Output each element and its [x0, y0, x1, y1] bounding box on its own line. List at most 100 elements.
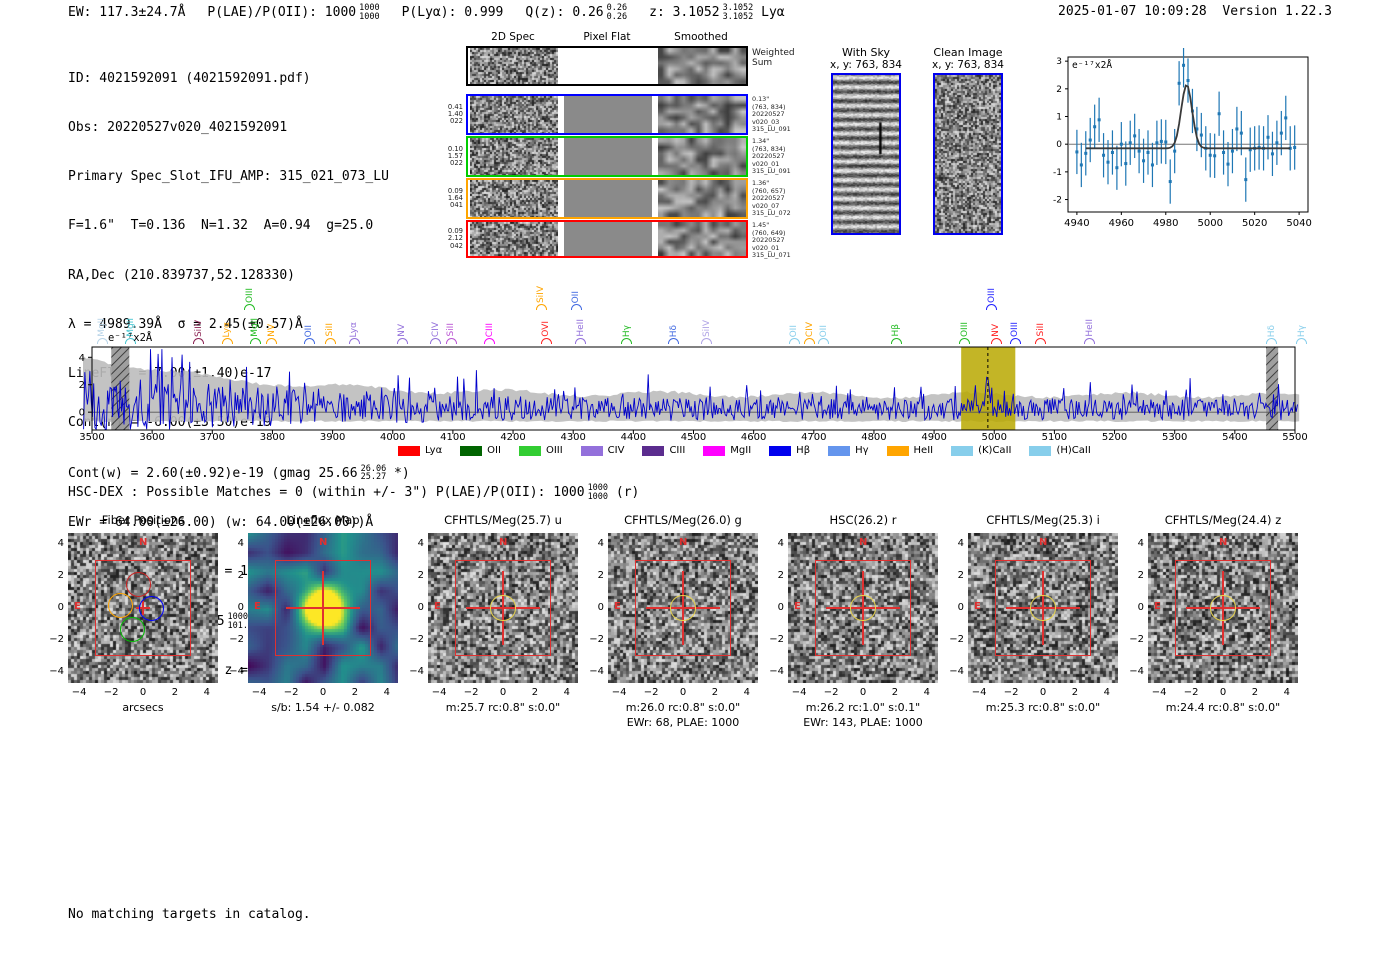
svg-text:1: 1 [1056, 113, 1062, 123]
spectrum-xtick-5200: 5200 [1101, 432, 1128, 443]
emission-label-CIII-4162: CIII [484, 322, 496, 344]
emission-label-text: HeII [575, 319, 586, 337]
panel-ytick: 0 [597, 602, 604, 613]
east-label: E [254, 601, 261, 612]
svg-text:3: 3 [1056, 57, 1062, 67]
spectrum-xtick-4500: 4500 [680, 432, 707, 443]
panel-ytick: 2 [237, 570, 244, 582]
spec2d-row-2-left-label: 0.10 1.57 022 [447, 144, 463, 168]
spectrum-xtick-5300: 5300 [1161, 432, 1188, 443]
panel-xtick: 4 [1103, 687, 1111, 698]
spec2d-row-2-right-label: 1.34" (763, 834) 20220527 v020_01 315_LU_091 [752, 137, 791, 176]
emission-label-OIII-4997: OIII [986, 288, 998, 310]
panel-ytick: −2 [229, 633, 244, 645]
legend-swatch [828, 445, 851, 456]
info-radec: RA,Dec (210.839737,52.128330) [68, 267, 295, 283]
panel-caption-2: EWr: 68, PLAE: 1000 [626, 716, 740, 729]
svg-text:4960: 4960 [1109, 218, 1134, 229]
spec2d-row-4 [466, 220, 748, 258]
emission-label-bracket [890, 338, 902, 344]
emission-label-bracket [788, 338, 800, 344]
panel-xtick: −4 [971, 687, 987, 698]
emission-label-OII-4668: OII [788, 325, 800, 344]
aperture-circle [490, 595, 516, 621]
panel-xtick: −4 [431, 687, 447, 698]
info-ewr: EWr = 64.00(±26.00) (w: 64.00(±26.00))Å [68, 514, 374, 530]
legend-label: (K)CaII [978, 445, 1012, 456]
spectrum-xtick-4900: 4900 [921, 432, 947, 443]
emission-label-OII-4306: OII [570, 291, 582, 310]
emission-label-bracket [221, 338, 233, 344]
panel-ytick: −2 [949, 633, 964, 645]
panel-ytick: 2 [57, 570, 64, 582]
panel-caption-1: m:26.0 rc:0.8" s:0.0" [625, 701, 741, 714]
panel-ytick: −4 [409, 665, 424, 677]
emission-label-SiIV-4248: SiIV [535, 285, 547, 310]
spec2d-row-1-right-label: 0.13" (763, 834) 20220527 v020_03 315_LU_091 [752, 95, 791, 134]
spectrum-xtick-4400: 4400 [620, 432, 647, 443]
emission-label-SiIV-4523: SiIV [701, 320, 713, 344]
panel-xtick: −4 [71, 687, 87, 698]
panel-caption-1: m:25.3 rc:0.8" s:0.0" [985, 701, 1101, 714]
emission-label-text: CIII [484, 322, 495, 337]
emission-label-Hγ-4390: Hγ [621, 325, 633, 344]
panel-xtick: 0 [319, 687, 327, 698]
spec2d-row-4-img-1 [564, 222, 652, 256]
legend-label: CIII [669, 445, 686, 456]
emission-label-text: NV [266, 324, 277, 337]
clean-title: Clean Image [933, 46, 1003, 59]
spectrum-xtick-5400: 5400 [1222, 432, 1248, 443]
panel-xtick: 4 [203, 687, 211, 698]
spec2d-row-3-img-2 [658, 180, 746, 217]
spectrum-units-label: e⁻¹⁷x2Å [108, 332, 153, 344]
north-label: N [319, 537, 328, 548]
clean-image [933, 73, 1003, 235]
emission-label-text: Hδ [1266, 324, 1277, 337]
emission-label-NV-5004: NV [990, 324, 1002, 344]
spec2d-row-2 [466, 136, 748, 177]
east-label: E [74, 601, 81, 612]
legend-label: (H)CaII [1056, 445, 1091, 456]
emission-label-text: CIV [804, 321, 815, 337]
panel-ytick: 2 [777, 570, 784, 582]
header-plae: P(LAE)/P(OII): 1000 1000 1000 [207, 3, 380, 22]
emission-label-text: SiII [446, 323, 457, 337]
emission-label-OIII-3763: OIII [244, 288, 256, 310]
spec2d-row-3-img-0 [470, 180, 558, 217]
panel-extent-box [455, 560, 551, 656]
spectrum-xtick-4200: 4200 [500, 432, 526, 443]
svg-text:4980: 4980 [1153, 218, 1178, 229]
emission-label-Lyα-3937: Lyα [348, 321, 360, 344]
spec2d-row-1-img-0 [470, 96, 558, 133]
emission-label-text: CIV [430, 321, 441, 337]
emission-label-Hδ-4468: Hδ [668, 325, 680, 344]
emission-label-text: Lyα [349, 321, 360, 337]
panel-ytick: 4 [597, 538, 604, 550]
panel-ytick: −4 [589, 665, 604, 677]
crosshair-h [286, 607, 360, 609]
emission-label-text: SiIV [536, 285, 547, 303]
full-spectrum-plot: 0 2 4 [79, 346, 1300, 434]
panel-ytick: −4 [949, 665, 964, 677]
panel-ytick: −4 [49, 665, 64, 677]
panel-ytick: −2 [49, 633, 64, 645]
panel-xtick: −4 [611, 687, 627, 698]
legend-swatch [1029, 445, 1052, 456]
spec2d-row-2-img-2 [658, 138, 746, 175]
emission-label-text: MgII [97, 318, 108, 337]
panel-extent-box [1175, 560, 1271, 656]
legend-item-OII: OII [460, 445, 501, 456]
info-lambda: λ = 4989.39Å σ = 2.45(±0.57)Å [68, 316, 303, 332]
spectrum-xtick-4300: 4300 [560, 432, 586, 443]
panel-xtick: 2 [711, 687, 719, 698]
legend-swatch [580, 445, 603, 456]
panel-ytick: −2 [1129, 633, 1144, 645]
panel-xtick: 4 [743, 687, 751, 698]
emission-label-MgII-3565: MgII [125, 318, 137, 344]
note-line-1: No matching targets in catalog. [68, 907, 311, 922]
spectrum-xtick-5100: 5100 [1041, 432, 1068, 443]
legend-item-Hγ: Hγ [828, 445, 869, 456]
emission-label-bracket [668, 338, 680, 344]
emission-label-text: SiII [325, 323, 336, 337]
panel-caption-1: s/b: 1.54 +/- 0.082 [271, 701, 375, 714]
